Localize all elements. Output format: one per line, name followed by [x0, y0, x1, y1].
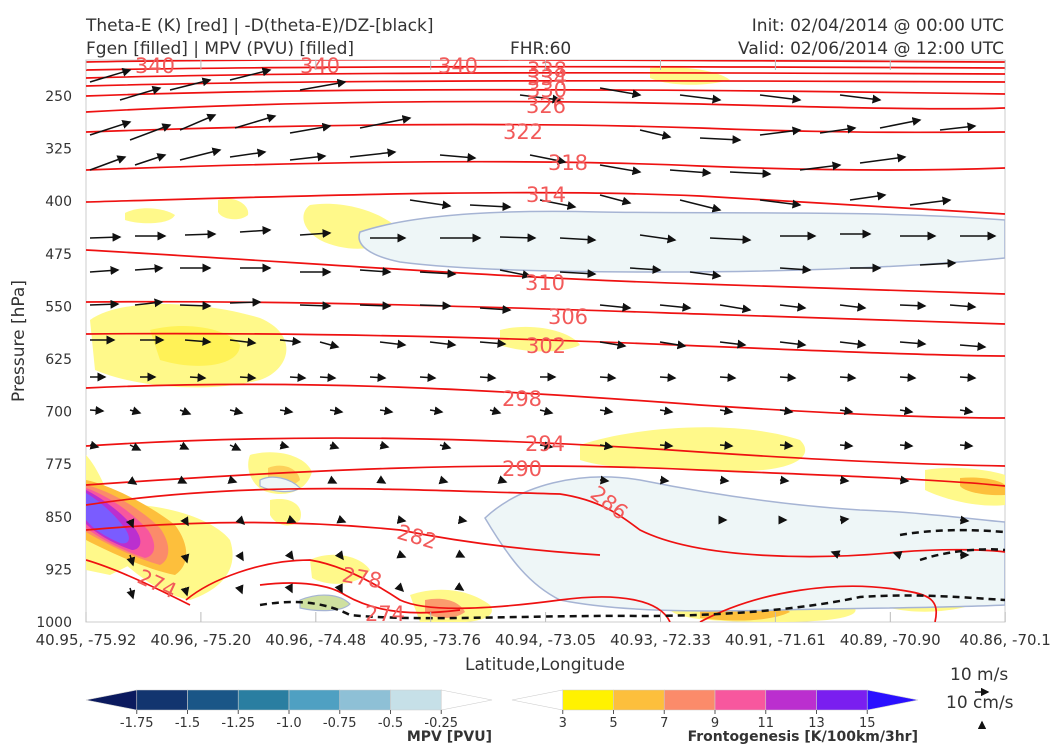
x-tick-label: 40.86, -70.1: [960, 631, 1050, 649]
theta-e-label: 310: [525, 271, 565, 295]
init-time: Init: 02/04/2014 @ 00:00 UTC: [752, 16, 1004, 36]
y-tick-label: 1000: [36, 615, 72, 631]
fgen-colorbar: 3 5 7 9 11 13 15: [511, 689, 919, 731]
plot-content: [86, 60, 1005, 622]
colorbar-swatch: [765, 689, 817, 711]
colorbar-tick-label: 15: [859, 716, 876, 731]
dthetae-dz-contours: [259, 528, 1005, 620]
theta-e-label: 338: [527, 58, 567, 82]
colorbar-tick-label: -0.5: [378, 716, 403, 731]
colorbar-tick-label: -1.5: [175, 716, 200, 731]
y-tick-label: 625: [45, 352, 72, 368]
y-axis-ticks: 250 325 400 475 550 625 700 775 850 925 1000: [36, 89, 72, 631]
y-tick-label: 550: [45, 299, 72, 315]
colorbar-tick-label: 5: [609, 716, 617, 731]
colorbar-swatch: [866, 689, 919, 711]
title-line-2: Fgen [filled] | MPV (PVU) [filled]: [86, 39, 354, 59]
theta-e-label: 274: [365, 602, 405, 626]
mpv-colorbar: -1.75 -1.5 -1.25 -1.0 -0.75 -0.5 -0.25: [85, 689, 493, 731]
colorbar-swatch: [440, 689, 493, 711]
theta-e-label: 290: [502, 457, 542, 481]
colorbar-swatch: [339, 689, 391, 711]
x-tick-label: 40.93, -72.33: [610, 631, 711, 649]
x-axis-ticks: 40.95, -75.92 40.96, -75.20 40.96, -74.48 4…: [36, 60, 1050, 649]
valid-time: Valid: 02/06/2014 @ 12:00 UTC: [738, 39, 1004, 59]
colorbar-tick-label: 11: [757, 716, 774, 731]
wind-vectors: [89, 67, 997, 600]
colorbar-swatch: [85, 689, 138, 711]
theta-e-label: 334: [527, 66, 567, 90]
colorbar-swatch: [714, 689, 767, 711]
colorbar-tick-label: -1.0: [276, 716, 301, 731]
mpv-colorbar-label: MPV [PVU]: [407, 729, 492, 745]
colorbar-swatch: [136, 689, 188, 711]
colorbar-tick-label: -0.25: [424, 716, 458, 731]
x-tick-label: 40.95, -75.92: [36, 631, 137, 649]
theta-e-label: 314: [526, 183, 566, 207]
theta-e-label: 330: [527, 78, 567, 102]
x-tick-label: 40.89, -70.90: [840, 631, 941, 649]
x-axis-label: Latitude,Longitude: [465, 655, 625, 675]
colorbar-swatch: [663, 689, 716, 711]
colorbar-swatch: [511, 689, 564, 711]
theta-e-label: 294: [525, 432, 565, 456]
y-tick-label: 850: [45, 510, 72, 526]
colorbar-swatch: [288, 689, 341, 711]
fgen-colorbar-label: Frontogenesis [K/100km/3hr]: [688, 729, 918, 745]
forecast-hour: FHR:60: [510, 39, 571, 59]
theta-e-label: 322: [503, 120, 543, 144]
theta-e-label: 340: [300, 54, 340, 78]
theta-e-label: 306: [548, 305, 588, 329]
colorbar-tick-label: -1.75: [120, 716, 154, 731]
colorbar-swatch: [816, 689, 868, 711]
title-line-1: Theta-E (K) [red] | -D(theta-E)/DZ-[blac…: [85, 16, 434, 36]
y-tick-label: 700: [45, 405, 72, 421]
y-tick-label: 400: [45, 194, 72, 210]
colorbar-tick-label: -1.25: [221, 716, 255, 731]
x-tick-label: 40.95, -73.76: [380, 631, 481, 649]
colorbar-tick-label: -0.75: [323, 716, 357, 731]
colorbar-swatch: [613, 689, 665, 711]
colorbar-tick-label: 13: [808, 716, 825, 731]
theta-e-label: 318: [548, 151, 588, 175]
y-tick-label: 775: [45, 457, 72, 473]
x-tick-label: 40.96, -75.20: [150, 631, 251, 649]
mpv-fill: [259, 210, 1005, 612]
wind-reference-cms: 10 cm/s: [946, 693, 1014, 713]
theta-e-contours: [86, 60, 1005, 622]
colorbar-swatch: [390, 689, 442, 711]
colorbar-swatch: [237, 689, 290, 711]
x-tick-label: 40.96, -74.48: [265, 631, 366, 649]
colorbar-tick-label: 9: [711, 716, 719, 731]
y-tick-label: 475: [45, 247, 72, 263]
theta-e-label: 326: [526, 94, 566, 118]
theta-e-label: 302: [526, 334, 566, 358]
wind-reference-ms: 10 m/s: [950, 665, 1008, 685]
y-tick-label: 325: [45, 142, 72, 158]
colorbar-tick-label: 7: [660, 716, 668, 731]
theta-e-label: 340: [135, 54, 175, 78]
colorbar-swatch: [187, 689, 239, 711]
theta-e-label: 340: [438, 54, 478, 78]
x-tick-label: 40.91, -71.61: [725, 631, 826, 649]
colorbar-swatch: [562, 689, 614, 711]
colorbar-tick-label: 3: [559, 716, 567, 731]
y-tick-label: 925: [45, 562, 72, 578]
theta-e-label: 298: [502, 387, 542, 411]
x-tick-label: 40.94, -73.05: [495, 631, 596, 649]
y-axis-label: Pressure [hPa]: [9, 280, 29, 402]
y-tick-label: 250: [45, 89, 72, 105]
